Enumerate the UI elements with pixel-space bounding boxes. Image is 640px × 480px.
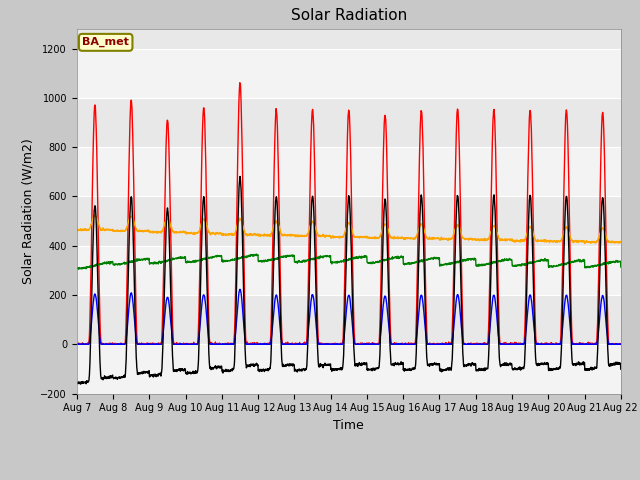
SW_in [376,303,384,309]
LW_out [365,235,372,241]
LW_out [569,239,577,244]
Rnet [570,362,577,368]
LW_in [365,260,372,266]
LW_out [376,232,384,238]
SW_out [236,287,244,292]
Rnet [77,381,84,387]
SW_out [225,341,232,347]
LW_out [581,240,589,246]
Line: Rnet: Rnet [77,177,621,384]
Y-axis label: Solar Radiation (W/m2): Solar Radiation (W/m2) [22,138,35,284]
Line: SW_out: SW_out [77,289,621,344]
SW_in [507,341,515,347]
SW_out [365,341,372,347]
SW_in [617,341,625,347]
LW_in [73,265,81,271]
Line: LW_in: LW_in [77,254,621,269]
X-axis label: Time: Time [333,419,364,432]
Bar [77,147,621,196]
LW_out [507,237,515,243]
SW_in [365,341,372,347]
Rnet [73,380,81,385]
SW_in [569,341,577,347]
Bar [77,246,621,295]
LW_in [508,257,515,263]
SW_in [225,341,232,347]
Text: BA_met: BA_met [82,37,129,48]
Rnet [225,367,232,373]
LW_out [225,232,232,238]
LW_in [75,266,83,272]
SW_out [377,331,385,337]
SW_out [73,341,81,347]
Line: LW_out: LW_out [77,215,621,243]
Bar [77,48,621,98]
SW_in [236,80,244,85]
SW_out [508,341,515,347]
SW_in [73,341,81,347]
Rnet [377,329,385,335]
SW_out [617,341,625,347]
LW_in [377,259,385,264]
Rnet [508,361,515,367]
Rnet [617,366,625,372]
LW_in [584,264,592,269]
SW_out [584,341,592,347]
LW_in [570,259,577,264]
LW_out [584,239,592,245]
SW_out [570,341,577,347]
SW_out [73,341,81,347]
LW_in [253,251,260,257]
Rnet [365,366,372,372]
LW_out [73,227,81,233]
Bar [77,344,621,394]
Rnet [584,366,592,372]
LW_out [617,240,625,245]
LW_in [225,258,232,264]
Line: SW_in: SW_in [77,83,621,344]
SW_in [584,341,592,347]
Title: Solar Radiation: Solar Radiation [291,9,407,24]
Legend: SW_in, SW_out, LW_in, LW_out, Rnet: SW_in, SW_out, LW_in, LW_out, Rnet [157,478,540,480]
LW_in [617,264,625,270]
Rnet [236,174,244,180]
LW_out [91,212,99,218]
